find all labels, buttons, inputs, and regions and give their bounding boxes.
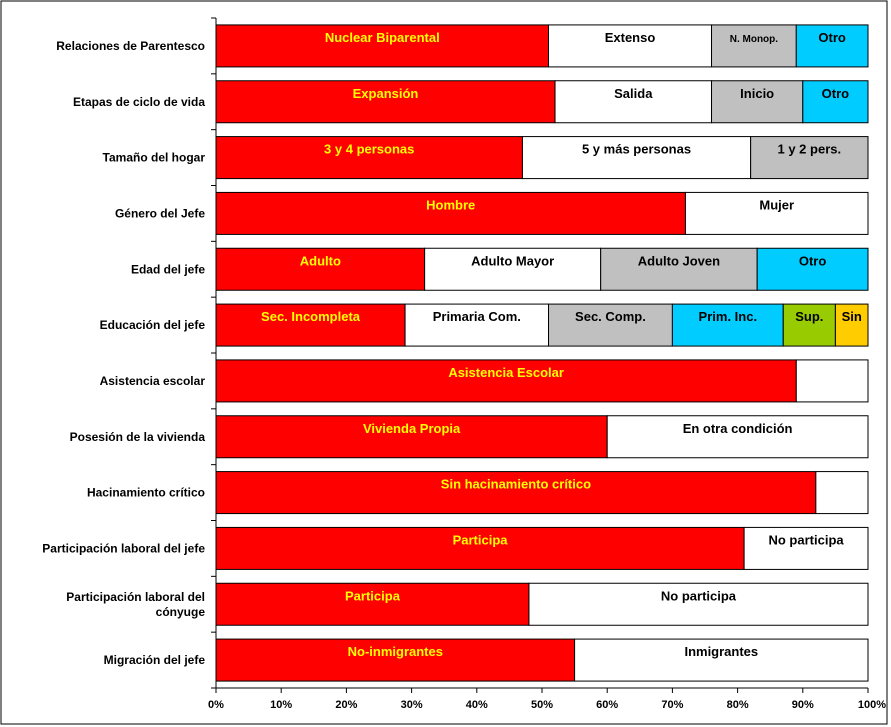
segment-label: No participa	[768, 532, 844, 547]
segment-label: Adulto Joven	[638, 253, 720, 268]
category-label: Migración del jefe	[104, 653, 206, 667]
segment-label: Nuclear Biparental	[325, 30, 440, 45]
segment-label: Mujer	[759, 197, 794, 212]
x-tick-label: 0%	[208, 699, 224, 711]
segment-label: Sec. Comp.	[575, 309, 646, 324]
category-label: Posesión de la vivienda	[70, 430, 206, 444]
category-label: Tamaño del hogar	[103, 151, 206, 165]
segment-label: Participa	[345, 588, 401, 603]
category-label: Asistencia escolar	[100, 374, 206, 388]
segment-label: Sin	[842, 309, 862, 324]
segment-label: Inicio	[740, 86, 774, 101]
segment-label: Participa	[453, 532, 509, 547]
segment-label: Prim. Inc.	[699, 309, 758, 324]
segment-label: Otro	[818, 30, 846, 45]
segment-label: Adulto	[300, 253, 341, 268]
x-tick-label: 90%	[792, 699, 814, 711]
category-label: Género del Jefe	[115, 206, 205, 220]
segment-label: Sup.	[795, 309, 823, 324]
segment-label: No participa	[661, 588, 737, 603]
segment-label: Salida	[614, 86, 653, 101]
segment-label: Adulto Mayor	[471, 253, 554, 268]
segment-label: Primaria Com.	[433, 309, 521, 324]
bar-segment	[816, 472, 868, 514]
segment-label: Asistencia Escolar	[448, 365, 564, 380]
segment-label: Otro	[799, 253, 827, 268]
segment-label: Sec. Incompleta	[261, 309, 361, 324]
x-tick-label: 40%	[466, 699, 488, 711]
x-tick-label: 100%	[858, 699, 886, 711]
bar-segment	[712, 25, 797, 67]
segment-label: Inmigrantes	[684, 644, 758, 659]
x-tick-label: 60%	[596, 699, 618, 711]
x-tick-label: 10%	[270, 699, 292, 711]
category-label: Participación laboral del	[66, 590, 205, 604]
segment-label: Sin hacinamiento crítico	[441, 477, 591, 492]
x-tick-label: 80%	[727, 699, 749, 711]
segment-label: En otra condición	[683, 421, 793, 436]
x-tick-label: 20%	[335, 699, 357, 711]
category-label: cónyuge	[156, 605, 206, 619]
segment-label: Hombre	[426, 197, 475, 212]
segment-label: 3 y 4 personas	[324, 142, 414, 157]
segment-label: N. Monop.	[730, 34, 779, 45]
x-tick-label: 70%	[661, 699, 683, 711]
category-label: Educación del jefe	[100, 318, 206, 332]
category-label: Etapas de ciclo de vida	[73, 95, 205, 109]
x-tick-label: 30%	[401, 699, 423, 711]
category-label: Participación laboral del jefe	[42, 541, 205, 555]
x-tick-label: 50%	[531, 699, 553, 711]
segment-label: 5 y más personas	[582, 142, 691, 157]
segment-label: No-inmigrantes	[348, 644, 443, 659]
segment-label: Extenso	[605, 30, 656, 45]
segment-label: Vivienda Propia	[363, 421, 461, 436]
category-label: Edad del jefe	[131, 262, 205, 276]
category-label: Hacinamiento crítico	[87, 486, 205, 500]
segment-label: Expansión	[353, 86, 419, 101]
segment-label: Otro	[822, 86, 850, 101]
segment-label: 1 y 2 pers.	[778, 142, 842, 157]
category-label: Relaciones de Parentesco	[56, 39, 205, 53]
bar-segment	[796, 360, 868, 402]
